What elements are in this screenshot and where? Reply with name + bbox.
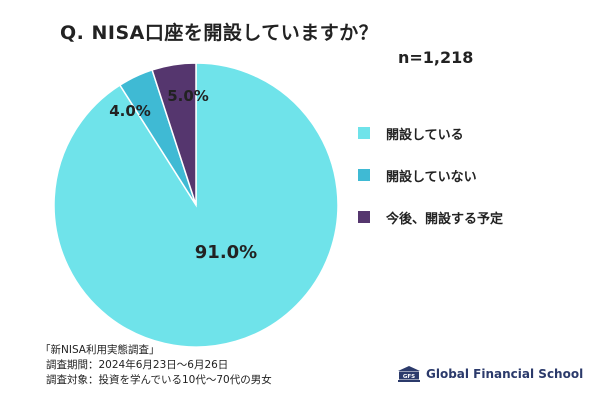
- pie-data-label-2: 5.0%: [167, 87, 209, 105]
- legend-item-0: 開設している: [358, 124, 503, 143]
- brand: GFS Global Financial School: [398, 366, 583, 382]
- survey-name: 「新NISA利用実態調査」: [40, 344, 160, 356]
- legend-label-2: 今後、開設する予定: [386, 211, 504, 227]
- survey-target: 調査対象：投資を学んでいる10代〜70代の男女: [46, 374, 272, 386]
- legend-swatch-2: [358, 211, 370, 223]
- sample-size: n=1,218: [398, 48, 474, 67]
- source-note: 「新NISA利用実態調査」 調査期間：2024年6月23日〜6月26日 調査対象…: [40, 343, 272, 388]
- logo-text: GFS: [403, 374, 415, 380]
- pie-data-label-1: 4.0%: [109, 102, 151, 120]
- legend-item-1: 開設していない: [358, 166, 503, 185]
- pie-slice-2: [151, 62, 197, 206]
- legend-swatch-1: [358, 169, 370, 181]
- legend-label-1: 開設していない: [386, 169, 477, 185]
- chart-title: Q. NISA口座を開設していますか？: [60, 22, 379, 44]
- survey-period: 調査期間：2024年6月23日〜6月26日: [46, 359, 229, 371]
- legend: 開設している 開設していない 今後、開設する予定: [358, 124, 503, 250]
- gfs-logo-icon: GFS: [398, 366, 420, 382]
- brand-name: Global Financial School: [426, 367, 584, 381]
- legend-swatch-0: [358, 127, 370, 139]
- pie-data-label-0: 91.0%: [195, 242, 257, 263]
- legend-label-0: 開設している: [386, 127, 464, 143]
- legend-item-2: 今後、開設する予定: [358, 208, 504, 227]
